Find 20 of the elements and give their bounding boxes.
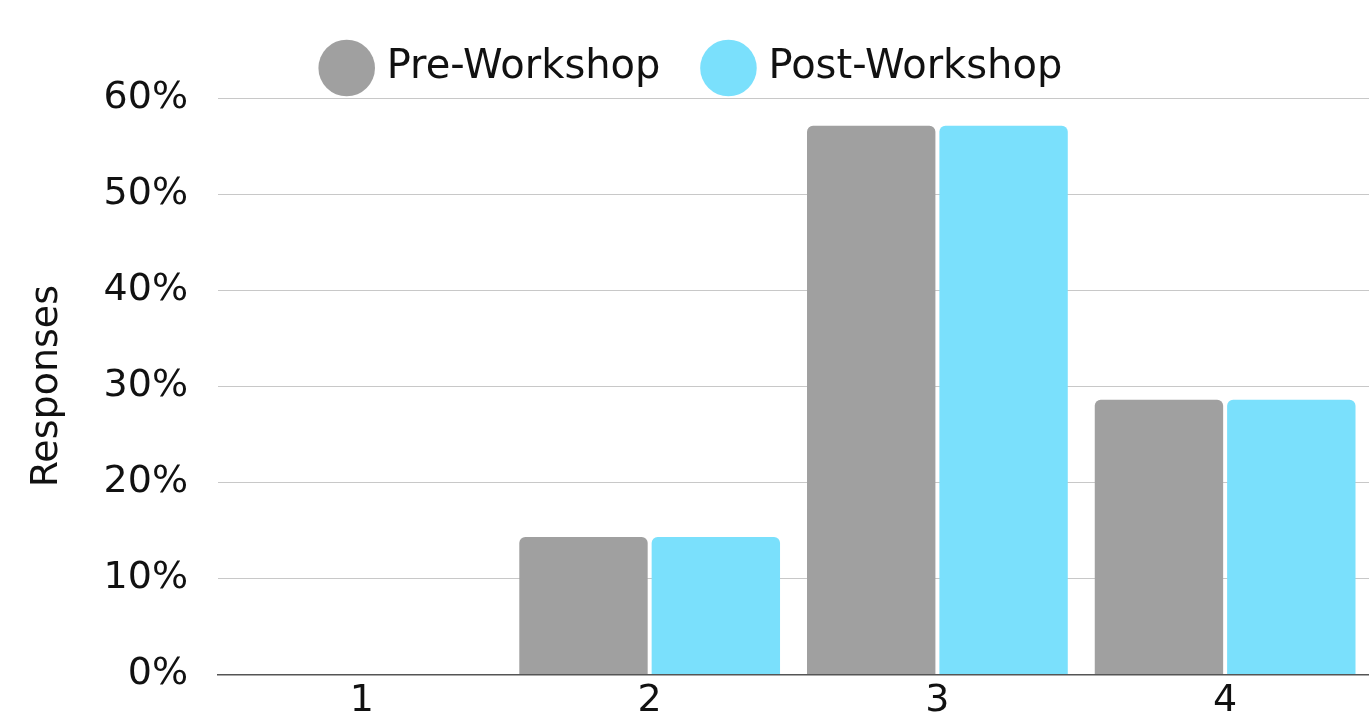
y-tick-label: 0% (127, 649, 189, 694)
bar (1227, 399, 1356, 674)
bar (807, 125, 936, 674)
x-tick-label: 2 (637, 676, 662, 721)
y-tick-label: 20% (103, 457, 189, 502)
bar (1094, 399, 1224, 674)
legend-label: Post-Workshop (768, 41, 1063, 88)
y-tick-label: 10% (103, 553, 189, 598)
y-tick-label: 40% (103, 265, 189, 310)
x-tick-label: 3 (925, 676, 950, 721)
bar (519, 537, 648, 674)
bar (651, 537, 781, 674)
x-tick-label: 1 (349, 676, 375, 721)
y-tick-label: 60% (103, 72, 189, 117)
y-tick-label: 50% (103, 168, 189, 213)
y-tick-label: 30% (103, 361, 189, 406)
legend-label: Pre-Workshop (386, 41, 661, 88)
x-tick-label: 4 (1213, 676, 1238, 721)
y-axis-title: Responses (21, 285, 66, 488)
bar (939, 125, 1068, 674)
